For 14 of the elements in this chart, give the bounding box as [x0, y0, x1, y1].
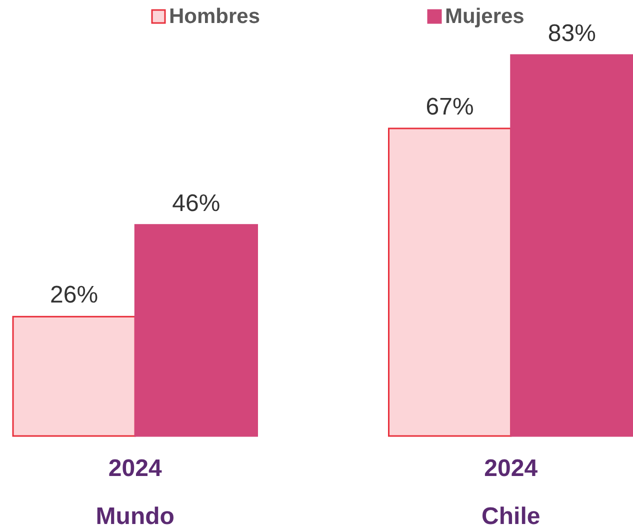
- data-label: 46%: [172, 190, 220, 217]
- bar: [12, 316, 136, 437]
- bar: [510, 54, 633, 437]
- data-label: 26%: [50, 282, 98, 309]
- bar: [134, 224, 258, 437]
- legend-label: Hombres: [169, 5, 260, 28]
- bar: [388, 128, 512, 437]
- data-label: 83%: [548, 20, 596, 47]
- data-label: 67%: [426, 93, 474, 120]
- legend-label: Mujeres: [445, 5, 524, 28]
- text: Mundo: [96, 503, 174, 525]
- x-tick-label: 2024: [484, 455, 538, 482]
- x-tick-label: 2024: [108, 455, 162, 482]
- text: Chile: [482, 503, 540, 525]
